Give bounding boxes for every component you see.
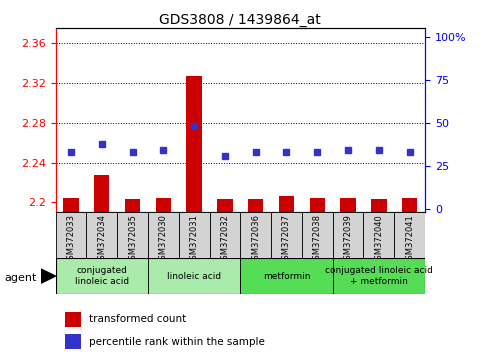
Bar — [341, 199, 356, 212]
Text: GSM372040: GSM372040 — [374, 214, 384, 264]
Text: GSM372030: GSM372030 — [159, 214, 168, 265]
Bar — [364, 212, 394, 258]
Text: GSM372036: GSM372036 — [251, 214, 260, 265]
Bar — [402, 199, 417, 212]
Text: transformed count: transformed count — [89, 314, 186, 324]
Bar — [86, 212, 117, 258]
Bar — [333, 212, 364, 258]
Polygon shape — [41, 269, 56, 283]
Bar — [125, 199, 140, 212]
Text: metformin: metformin — [263, 272, 310, 281]
Bar — [248, 199, 263, 212]
Title: GDS3808 / 1439864_at: GDS3808 / 1439864_at — [159, 13, 321, 27]
Bar — [65, 334, 81, 349]
Text: agent: agent — [5, 273, 37, 283]
Text: GSM372041: GSM372041 — [405, 214, 414, 264]
Bar — [210, 212, 240, 258]
Bar — [148, 212, 179, 258]
Bar — [56, 212, 86, 258]
Bar — [394, 212, 425, 258]
Bar — [148, 258, 241, 294]
Bar — [279, 196, 294, 212]
Bar — [65, 312, 81, 327]
Text: GSM372034: GSM372034 — [97, 214, 106, 265]
Bar — [371, 199, 386, 212]
Bar — [186, 76, 202, 212]
Text: percentile rank within the sample: percentile rank within the sample — [89, 337, 265, 347]
Bar — [240, 212, 271, 258]
Bar — [156, 199, 171, 212]
Text: GSM372038: GSM372038 — [313, 214, 322, 265]
Text: GSM372031: GSM372031 — [190, 214, 199, 265]
Text: GSM372032: GSM372032 — [220, 214, 229, 265]
Bar — [217, 199, 233, 212]
Bar — [63, 199, 79, 212]
Text: linoleic acid: linoleic acid — [167, 272, 221, 281]
Text: GSM372039: GSM372039 — [343, 214, 353, 265]
Bar — [271, 212, 302, 258]
Bar — [302, 212, 333, 258]
Text: conjugated linoleic acid
+ metformin: conjugated linoleic acid + metformin — [325, 267, 433, 286]
Text: conjugated
linoleic acid: conjugated linoleic acid — [75, 267, 129, 286]
Bar — [240, 258, 333, 294]
Text: GSM372037: GSM372037 — [282, 214, 291, 265]
Bar — [94, 175, 110, 212]
Bar — [117, 212, 148, 258]
Bar — [333, 258, 425, 294]
Text: GSM372033: GSM372033 — [67, 214, 75, 265]
Bar — [179, 212, 210, 258]
Bar — [56, 258, 148, 294]
Bar — [310, 199, 325, 212]
Text: GSM372035: GSM372035 — [128, 214, 137, 265]
